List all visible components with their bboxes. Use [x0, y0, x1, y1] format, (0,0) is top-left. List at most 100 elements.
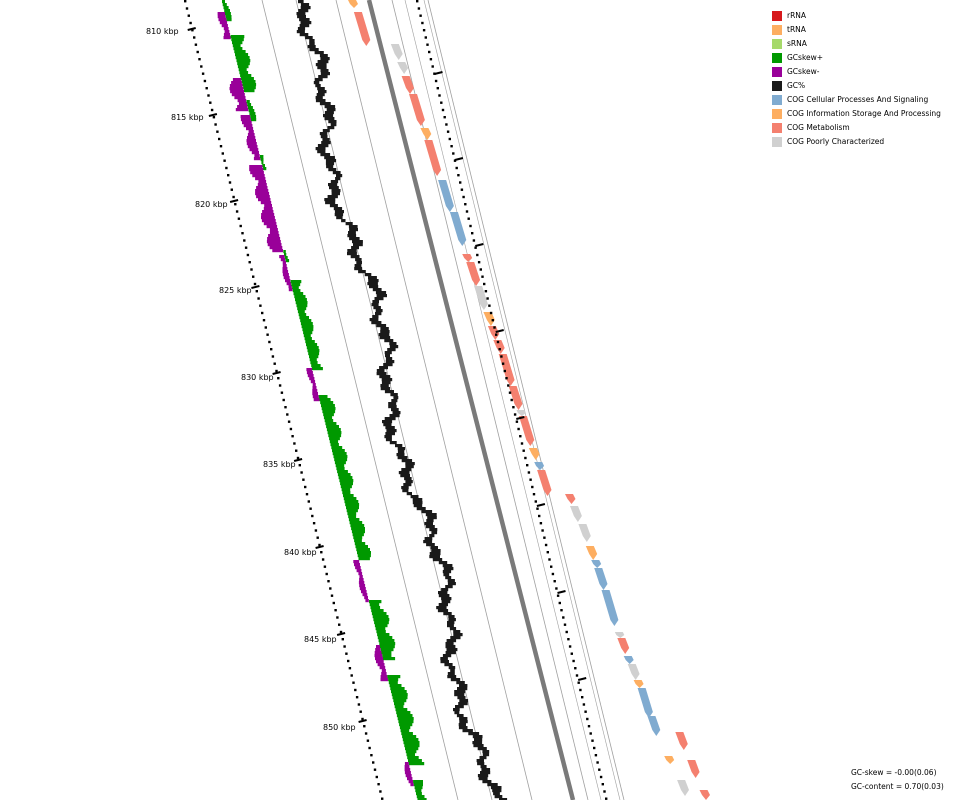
- minor-tick: [587, 725, 591, 728]
- gc-content-bar: [380, 327, 389, 331]
- gc-content-bar: [443, 612, 452, 616]
- gc-skew-positive-bar: [391, 690, 407, 694]
- minor-tick: [379, 790, 382, 793]
- gc-content-bar: [472, 741, 483, 745]
- cog-feature-arrow: [516, 410, 526, 416]
- minor-tick: [421, 21, 424, 25]
- minor-tick: [503, 369, 506, 373]
- gc-content-bar: [390, 393, 398, 397]
- minor-tick: [357, 703, 361, 706]
- gc-skew-positive-bar: [301, 325, 314, 329]
- gc-skew-negative-bar: [246, 139, 256, 143]
- gc-skew-negative-bar: [234, 96, 246, 100]
- cog-feature-arrow: [528, 448, 540, 460]
- gc-content-bar: [352, 240, 363, 244]
- gc-skew-positive-bar: [250, 115, 257, 119]
- gc-content-bar: [383, 423, 392, 427]
- minor-tick: [305, 493, 309, 496]
- minor-tick: [462, 195, 465, 199]
- gc-skew-negative-bar: [264, 204, 272, 208]
- gc-content-bar: [447, 621, 455, 625]
- gc-content-bar: [347, 249, 357, 253]
- gc-content-bar: [423, 540, 433, 544]
- gc-skew-positive-bar: [342, 491, 351, 495]
- major-tick-left: [272, 371, 281, 375]
- minor-tick: [422, 29, 426, 32]
- cog-feature-arrow: [578, 524, 591, 542]
- major-tick-left: [229, 199, 239, 203]
- gc-content-bar: [379, 336, 391, 340]
- gc-content-bar: [445, 645, 456, 649]
- gc-content-bar: [325, 159, 337, 163]
- gc-skew-negative-bar: [219, 21, 228, 25]
- gc-skew-positive-bar: [237, 65, 249, 69]
- gc-content-bar: [427, 516, 437, 520]
- cog-feature-arrow: [633, 680, 644, 688]
- gc-content-bar: [299, 24, 310, 28]
- gc-skew-negative-bar: [267, 243, 282, 247]
- gc-content-bar: [315, 63, 327, 67]
- gc-content-bar: [436, 606, 447, 610]
- gc-content-bar: [391, 408, 399, 412]
- minor-tick: [446, 130, 450, 133]
- minor-tick: [354, 688, 357, 692]
- gc-skew-positive-bar: [387, 675, 401, 679]
- gc-skew-negative-bar: [255, 189, 269, 193]
- gc-skew-negative-bar: [240, 118, 251, 122]
- gc-skew-negative-bar: [364, 596, 368, 600]
- minor-tick: [581, 696, 584, 699]
- gc-skew-positive-bar: [354, 539, 362, 543]
- gc-skew-positive-bar: [236, 59, 251, 63]
- gc-skew-positive-bar: [262, 164, 265, 168]
- minor-tick: [246, 253, 250, 257]
- gc-content-bar: [476, 759, 484, 763]
- minor-tick: [539, 522, 543, 525]
- gc-content-bar: [335, 177, 341, 181]
- gc-skew-negative-bar: [230, 90, 244, 94]
- gc-skew-negative-bar: [312, 395, 319, 399]
- gc-content-bar: [393, 396, 399, 400]
- cog-feature-arrow: [348, 0, 358, 8]
- gc-skew-negative-bar: [283, 276, 290, 280]
- gc-skew-positive-bar: [340, 482, 353, 486]
- cog-feature-arrow: [675, 732, 688, 750]
- gc-content-bar: [405, 480, 413, 484]
- gc-content-bar: [331, 189, 341, 193]
- gc-content-bar: [313, 81, 320, 85]
- gc-skew-negative-bar: [358, 581, 365, 585]
- cog-feature-arrow: [518, 416, 535, 446]
- minor-tick: [227, 174, 230, 177]
- cog-feature-arrow: [637, 688, 653, 718]
- gc-content-bar: [474, 738, 483, 742]
- gc-skew-negative-bar: [404, 762, 409, 766]
- gc-content-bar: [317, 66, 327, 70]
- legend-label-gc-percent: GC%: [787, 81, 806, 90]
- gc-content-bar: [333, 207, 343, 211]
- gc-skew-negative-bar: [263, 207, 273, 211]
- gc-content-bar: [364, 273, 372, 277]
- tick-label-835: 835 kbp: [263, 460, 296, 469]
- gc-skew-positive-bar: [302, 328, 314, 332]
- minor-tick: [314, 529, 318, 532]
- gc-skew-positive-bar: [311, 364, 321, 368]
- major-tick-right: [495, 329, 504, 333]
- gc-content-bar: [315, 99, 326, 103]
- gc-content-bar: [351, 246, 359, 250]
- gc-skew-negative-bar: [365, 599, 369, 603]
- gc-skew-negative-bar: [312, 389, 318, 393]
- legend-item-cog-information: COG Information Storage And Processing: [772, 107, 941, 121]
- gc-content-bar: [326, 108, 336, 112]
- minor-tick: [471, 232, 474, 235]
- minor-tick: [541, 529, 544, 532]
- gc-skew-positive-bar: [225, 15, 232, 19]
- gc-skew-negative-bar: [240, 115, 251, 119]
- gc-skew-positive-bar: [352, 533, 364, 537]
- gc-content-bar: [431, 549, 441, 553]
- gc-skew-negative-bar: [246, 142, 257, 146]
- gc-skew-negative-bar: [405, 774, 412, 778]
- gc-skew-negative-bar: [223, 36, 231, 40]
- minor-tick: [524, 456, 527, 460]
- minor-tick: [508, 391, 512, 394]
- gc-content-bar: [443, 567, 454, 571]
- minor-tick: [332, 601, 335, 605]
